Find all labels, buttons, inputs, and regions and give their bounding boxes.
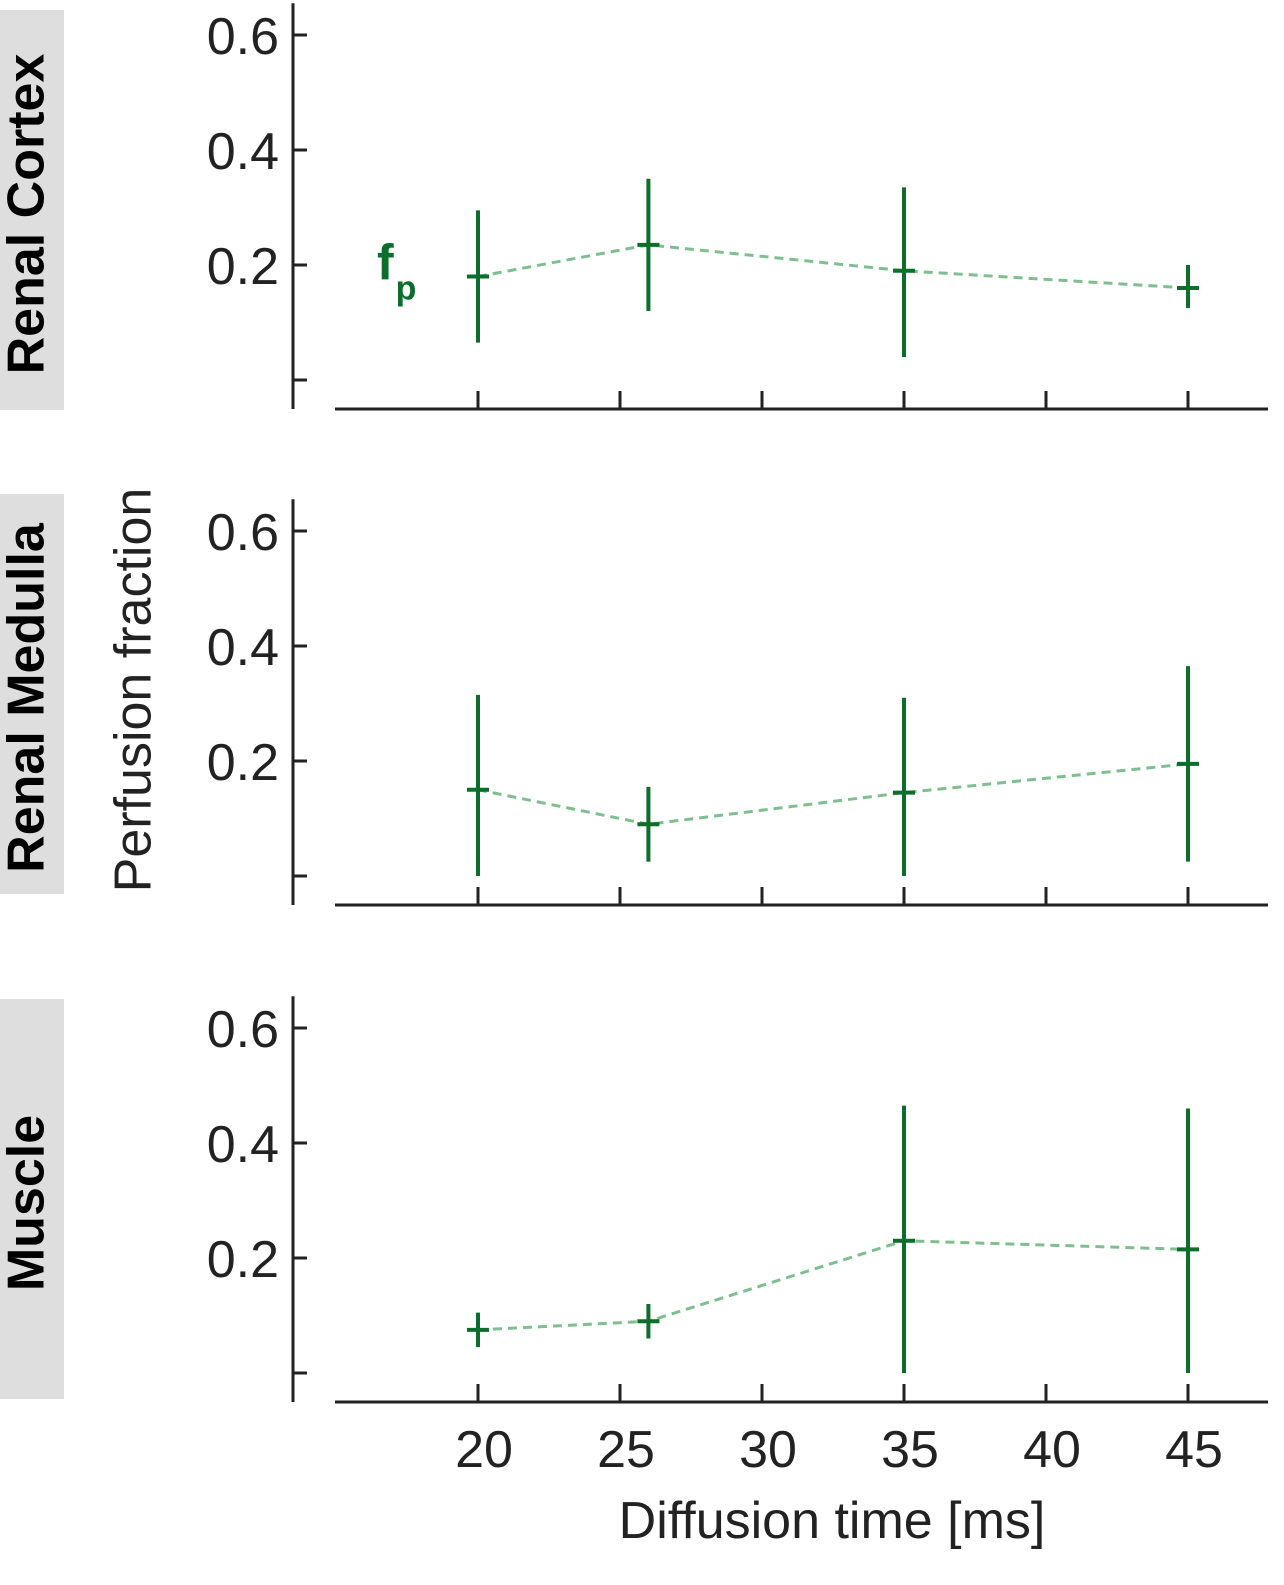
y-tick-label: 0.2 xyxy=(207,238,279,296)
y-tick-label: 0.6 xyxy=(207,504,279,562)
x-tick-label: 45 xyxy=(1165,1421,1223,1479)
y-tick-label: 0.4 xyxy=(207,1116,279,1174)
series-connector-line xyxy=(477,762,1189,826)
y-tick-label: 0.2 xyxy=(207,734,279,792)
y-tick-label: 0.6 xyxy=(207,1001,279,1059)
series-connector-line xyxy=(477,243,1189,290)
panel-label: Renal Medulla xyxy=(0,522,56,873)
panel-renal-medulla: Renal Medulla 0.2 0.4 0.6 xyxy=(0,494,1268,907)
x-tick-label: 35 xyxy=(881,1421,939,1479)
x-axis-title: Diffusion time [ms] xyxy=(619,1492,1046,1550)
x-tick-label: 30 xyxy=(739,1421,797,1479)
panel-renal-cortex: Renal Cortex 0.2 0.4 0.6 fp xyxy=(0,3,1268,411)
y-tick-label: 0.4 xyxy=(207,123,279,181)
x-tick-label: 25 xyxy=(597,1421,655,1479)
y-axis-title: Perfusion fraction xyxy=(105,488,163,893)
series-label-subscript: p xyxy=(396,269,417,307)
series-label: fp xyxy=(377,234,416,307)
series-label-main: f xyxy=(377,234,394,290)
panel-label: Renal Cortex xyxy=(0,54,56,375)
y-tick-label: 0.2 xyxy=(207,1231,279,1289)
panel-muscle: Muscle 0.2 0.4 0.6 20 25 30 35 40 45 xyxy=(0,996,1268,1479)
x-tick-label: 40 xyxy=(1023,1421,1081,1479)
y-tick-label: 0.4 xyxy=(207,619,279,677)
panel-label-background xyxy=(0,10,64,410)
series-connector-line xyxy=(477,1239,1189,1332)
x-tick-label: 20 xyxy=(455,1421,513,1479)
y-tick-label: 0.6 xyxy=(207,8,279,66)
panel-label: Muscle xyxy=(0,1115,56,1291)
panel-label-background xyxy=(0,494,64,894)
panel-label-background xyxy=(0,999,64,1399)
